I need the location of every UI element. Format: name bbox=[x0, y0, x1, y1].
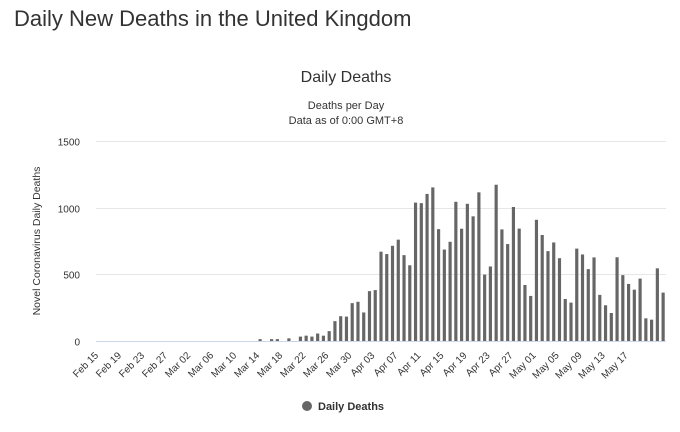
y-tick-label: 500 bbox=[63, 271, 80, 282]
bar bbox=[367, 291, 372, 341]
y-tick-label: 1500 bbox=[58, 138, 81, 149]
bar bbox=[321, 335, 326, 341]
bar bbox=[379, 251, 383, 341]
bar bbox=[534, 219, 539, 341]
bar bbox=[356, 301, 360, 341]
chart-title: Daily Deaths bbox=[301, 69, 392, 86]
legend-label: Daily Deaths bbox=[318, 401, 384, 413]
bar bbox=[402, 255, 406, 341]
bar bbox=[517, 228, 521, 341]
y-axis-ticks: 0 500 1000 1500 bbox=[58, 138, 81, 349]
bar bbox=[390, 245, 395, 341]
bar bbox=[431, 187, 435, 341]
bar bbox=[655, 268, 659, 341]
bar bbox=[488, 266, 492, 341]
bar bbox=[287, 338, 291, 341]
bar bbox=[638, 278, 642, 341]
bar bbox=[650, 319, 654, 341]
bar bbox=[598, 294, 602, 341]
legend-marker-icon bbox=[302, 401, 312, 411]
bar bbox=[546, 251, 550, 341]
bar bbox=[603, 305, 608, 341]
bar bbox=[609, 313, 613, 341]
x-tick-label: May 17 bbox=[600, 350, 631, 381]
bar bbox=[506, 244, 510, 341]
bar bbox=[540, 235, 544, 341]
bar bbox=[529, 295, 533, 341]
bar bbox=[592, 257, 596, 341]
bar bbox=[425, 193, 429, 341]
bar bbox=[436, 229, 441, 341]
y-tick-label: 1000 bbox=[58, 205, 81, 216]
page-title: Daily New Deaths in the United Kingdom bbox=[14, 6, 412, 31]
bar bbox=[454, 201, 458, 341]
bar bbox=[373, 290, 377, 341]
bar bbox=[483, 274, 487, 341]
x-tick-label: Apr 19 bbox=[441, 350, 470, 379]
bar bbox=[661, 292, 665, 341]
bar bbox=[586, 269, 590, 341]
bars bbox=[258, 184, 665, 341]
x-tick-label: Apr 03 bbox=[349, 350, 378, 379]
bar bbox=[339, 316, 343, 341]
bar bbox=[569, 302, 573, 341]
bar bbox=[644, 318, 648, 341]
bar bbox=[575, 248, 579, 341]
bar bbox=[511, 207, 516, 341]
bar bbox=[316, 333, 320, 341]
x-tick-label: Apr 07 bbox=[372, 350, 401, 379]
bar bbox=[626, 283, 631, 341]
bar bbox=[615, 257, 619, 341]
bar bbox=[310, 336, 314, 341]
bar bbox=[327, 331, 331, 341]
bar bbox=[632, 289, 636, 341]
bar bbox=[258, 339, 262, 341]
bar bbox=[557, 258, 562, 341]
bar bbox=[333, 321, 337, 341]
bar bbox=[494, 184, 498, 341]
y-axis-label: Novel Coronavirus Daily Deaths bbox=[31, 167, 43, 316]
bar bbox=[385, 254, 389, 341]
bar bbox=[471, 216, 475, 341]
bar bbox=[465, 203, 469, 341]
bar bbox=[442, 249, 446, 341]
y-tick-label: 0 bbox=[74, 338, 80, 349]
x-tick-label: Mar 30 bbox=[325, 350, 355, 380]
bar bbox=[580, 254, 585, 341]
bar bbox=[552, 242, 556, 341]
bar bbox=[413, 202, 418, 341]
bar bbox=[344, 316, 349, 341]
chart-subtitle-line-2: Data as of 0:00 GMT+8 bbox=[289, 115, 404, 127]
bar bbox=[304, 335, 308, 341]
bar bbox=[448, 241, 452, 341]
bar bbox=[621, 275, 625, 341]
bar bbox=[500, 229, 504, 341]
bar bbox=[563, 299, 567, 341]
x-tick-label: Apr 15 bbox=[418, 350, 447, 379]
bar bbox=[270, 339, 274, 341]
bar bbox=[419, 203, 423, 341]
bar bbox=[298, 336, 302, 341]
bar bbox=[460, 228, 464, 341]
chart-subtitle-line-1: Deaths per Day bbox=[308, 100, 385, 112]
bar bbox=[477, 192, 481, 341]
legend[interactable]: Daily Deaths bbox=[302, 401, 384, 413]
bar bbox=[350, 303, 354, 341]
x-tick-label: Apr 23 bbox=[464, 350, 493, 379]
bar bbox=[523, 285, 527, 341]
bar bbox=[396, 239, 400, 341]
bar bbox=[408, 265, 412, 341]
bar bbox=[362, 312, 366, 341]
bar bbox=[275, 339, 279, 341]
